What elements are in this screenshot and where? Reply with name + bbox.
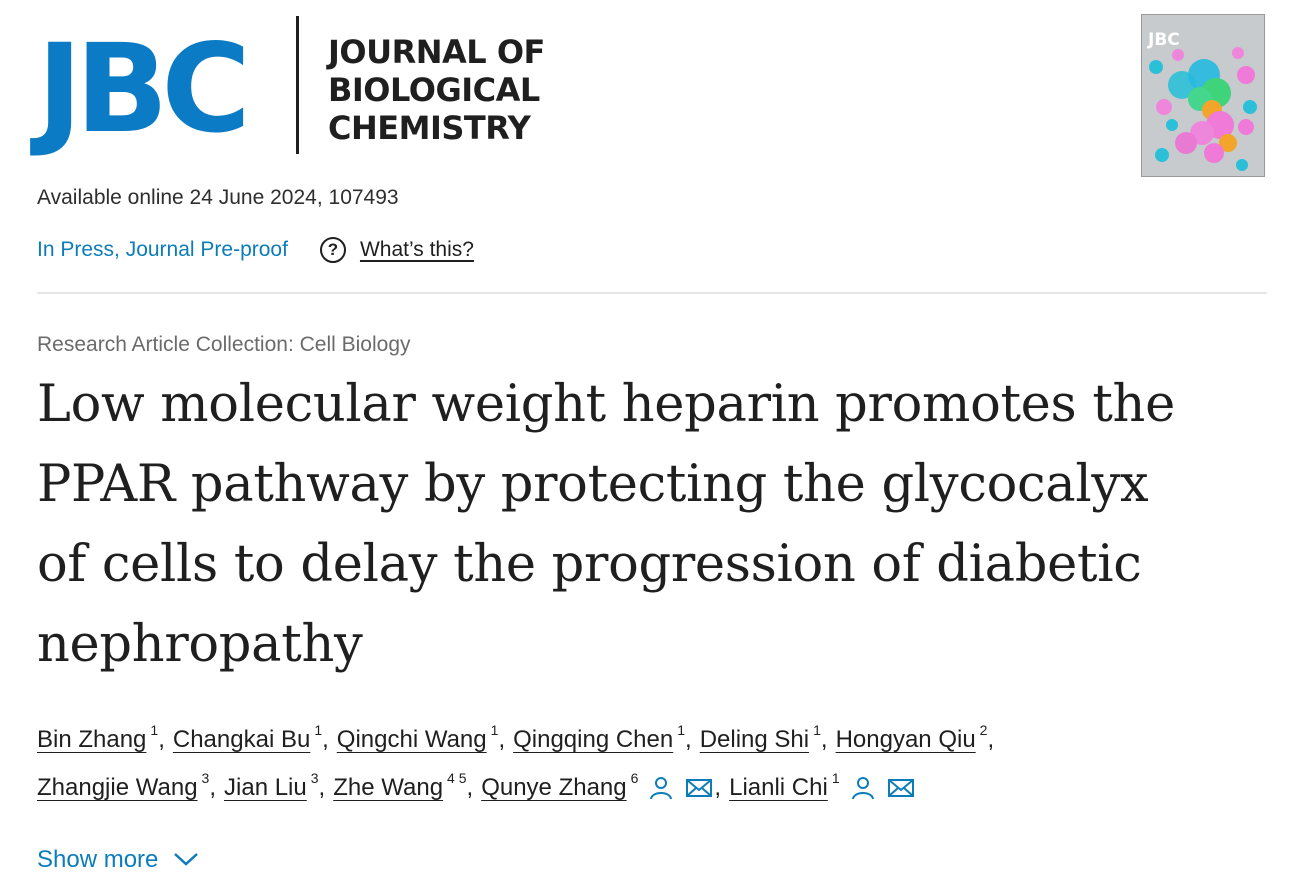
- author-link[interactable]: Hongyan Qiu 2: [836, 716, 988, 764]
- journal-name-line: BIOLOGICAL: [328, 71, 540, 109]
- title-line: Low molecular weight heparin promotes th…: [37, 375, 1175, 434]
- affiliation-marker: 2: [979, 722, 988, 738]
- article-header-page: JBC JOURNAL OF BIOLOGICAL CHEMISTRY: [37, 0, 1267, 875]
- person-icon[interactable]: [646, 773, 676, 803]
- title-line: nephropathy: [37, 615, 363, 674]
- show-more-button[interactable]: Show more: [37, 846, 200, 874]
- affiliation-marker: 1: [831, 770, 840, 786]
- article-title: Low molecular weight heparin promotes th…: [37, 365, 1267, 685]
- whats-this-link[interactable]: What’s this?: [359, 238, 474, 261]
- author-separator: ,: [158, 726, 165, 753]
- in-press-status[interactable]: In Press, Journal Pre-proof: [37, 238, 288, 261]
- journal-header: JBC JOURNAL OF BIOLOGICAL CHEMISTRY: [37, 0, 1267, 263]
- author-link[interactable]: Changkai Bu 1: [173, 716, 322, 764]
- author-separator: ,: [987, 726, 995, 753]
- header-divider: [37, 292, 1267, 294]
- chevron-down-icon: [172, 846, 200, 874]
- journal-cover-image[interactable]: JBC: [1141, 14, 1265, 177]
- author-link[interactable]: Deling Shi 1: [700, 716, 821, 764]
- author-line-2: Zhangjie Wang 3, Jian Liu 3, Zhe Wang 4 5, …: [37, 764, 1267, 812]
- affiliation-marker: 1: [314, 722, 323, 738]
- author-link[interactable]: Qingqing Chen 1: [513, 716, 685, 764]
- person-icon[interactable]: [848, 773, 878, 803]
- author-link[interactable]: Qingchi Wang 1: [337, 716, 499, 764]
- journal-name-line: JOURNAL OF: [328, 33, 545, 71]
- affiliation-marker: 6: [630, 770, 639, 786]
- author-separator: ,: [466, 774, 474, 801]
- question-icon[interactable]: ?: [319, 237, 346, 263]
- author-separator: ,: [209, 774, 217, 801]
- affiliation-marker: 1: [813, 722, 821, 738]
- affiliation-marker: 1: [150, 722, 159, 738]
- author-separator: ,: [685, 726, 692, 753]
- author-separator: ,: [498, 726, 506, 753]
- cover-artwork: JBC: [1142, 15, 1264, 176]
- affiliation-marker: 1: [490, 722, 499, 738]
- jbc-logo[interactable]: JBC: [37, 18, 251, 160]
- author-link[interactable]: Jian Liu 3: [224, 764, 319, 812]
- author-link[interactable]: Zhe Wang 4 5: [333, 764, 466, 812]
- show-more-label: Show more: [37, 846, 159, 873]
- logo-divider: [296, 16, 299, 154]
- author-separator: ,: [322, 726, 329, 753]
- author-link[interactable]: Bin Zhang 1: [37, 716, 158, 764]
- author-line-1: Bin Zhang 1, Changkai Bu 1, Qingchi Wang 1,…: [37, 716, 1267, 764]
- article-status-row: In Press, Journal Pre-proof ? What’s thi…: [37, 234, 474, 266]
- affiliation-marker: 3: [310, 770, 319, 786]
- article-collection: Research Article Collection: Cell Biolog…: [37, 333, 411, 356]
- affiliation-marker: 1: [677, 722, 686, 738]
- available-online-date: Available online 24 June 2024, 107493: [37, 186, 399, 209]
- email-icon[interactable]: [886, 773, 916, 803]
- journal-name[interactable]: JOURNAL OF BIOLOGICAL CHEMISTRY: [328, 33, 545, 147]
- author-link[interactable]: Lianli Chi 1: [729, 764, 840, 812]
- cover-logo: JBC: [1147, 30, 1180, 50]
- title-line: of cells to delay the progression of dia…: [37, 535, 1142, 594]
- email-icon[interactable]: [684, 773, 714, 803]
- author-separator: ,: [318, 774, 326, 801]
- author-separator: ,: [820, 726, 828, 753]
- title-line: PPAR pathway by protecting the glycocaly…: [37, 455, 1149, 514]
- author-list: Bin Zhang 1, Changkai Bu 1, Qingchi Wang 1,…: [37, 716, 1267, 812]
- author-separator: ,: [714, 774, 722, 801]
- author-link[interactable]: Qunye Zhang 6: [481, 764, 638, 812]
- affiliation-marker: 4 5: [447, 770, 467, 786]
- journal-name-line: CHEMISTRY: [328, 109, 531, 147]
- affiliation-marker: 3: [201, 770, 210, 786]
- author-link[interactable]: Zhangjie Wang 3: [37, 764, 209, 812]
